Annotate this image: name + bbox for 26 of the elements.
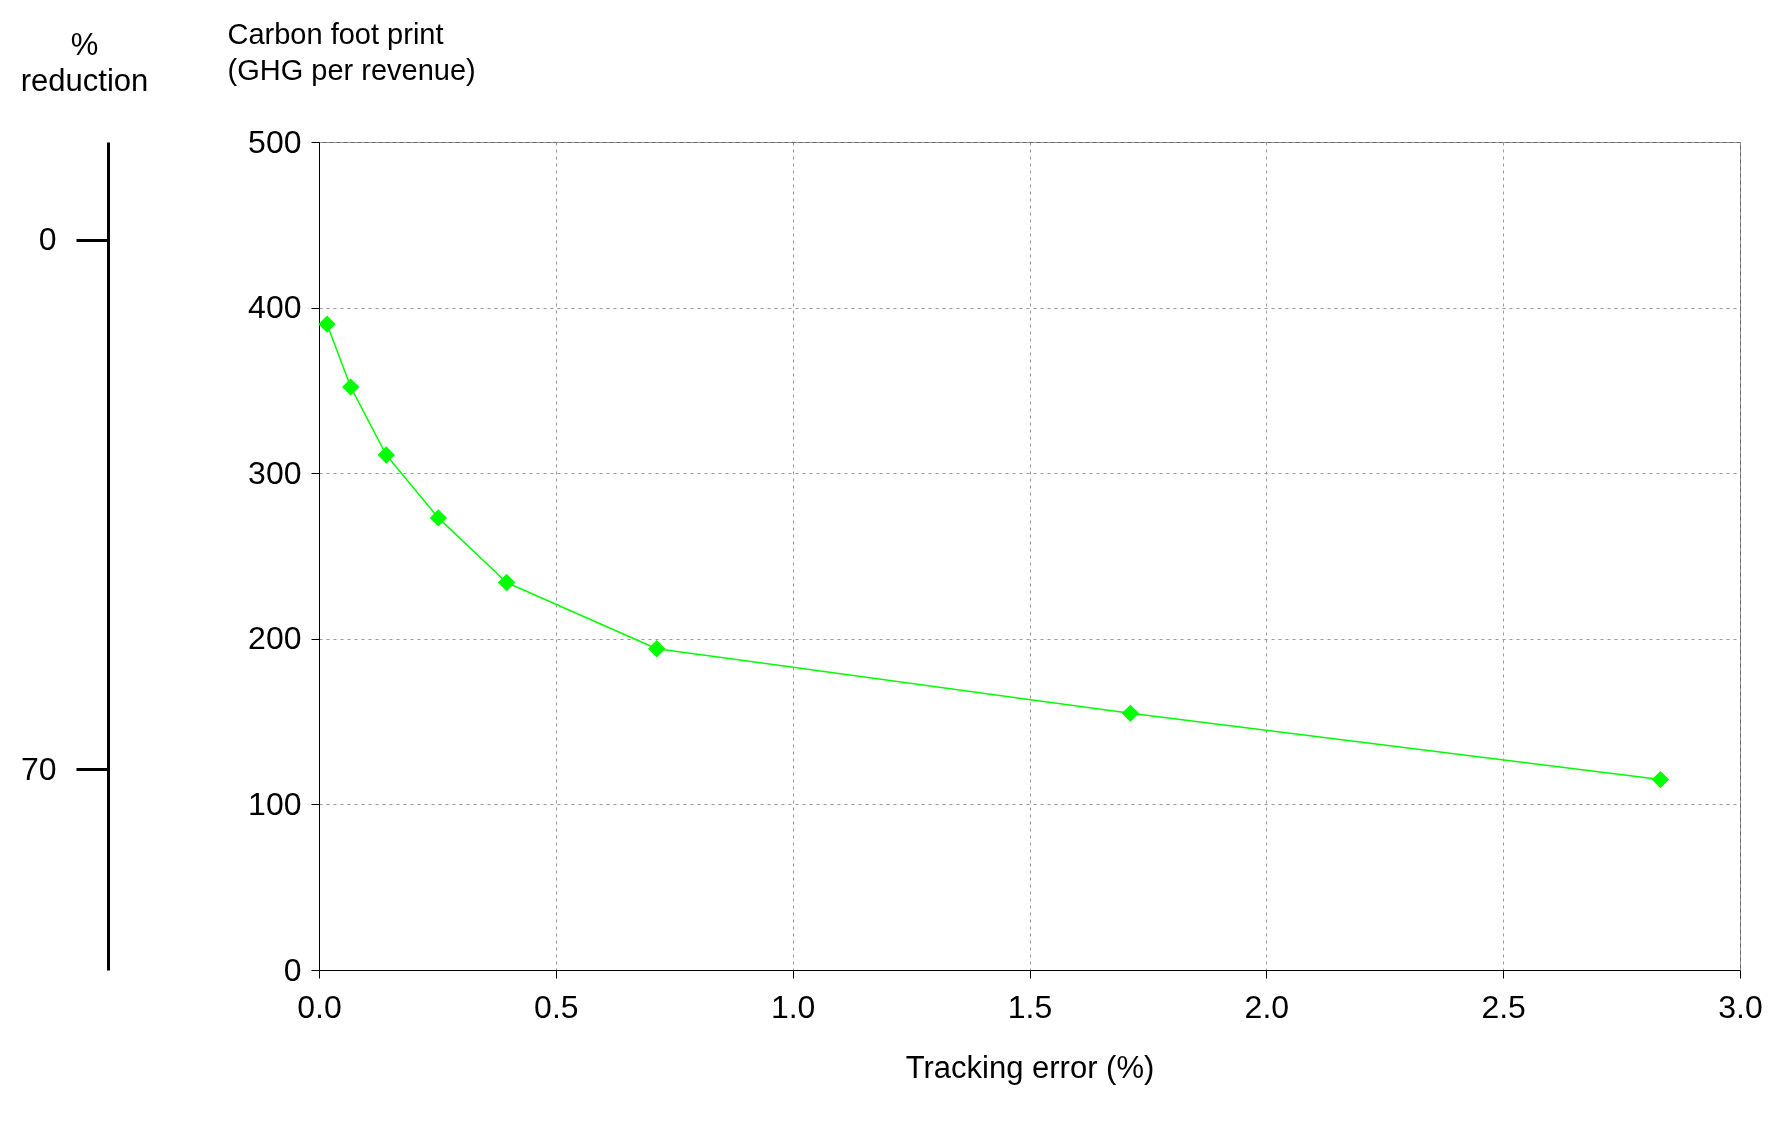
y-tick-label: 0 xyxy=(283,951,302,988)
point xyxy=(429,509,448,527)
y-tick-label: 300 xyxy=(248,454,302,491)
point xyxy=(1651,770,1670,789)
y-axis-title: Carbon foot print (GHG per revenue) xyxy=(227,17,476,86)
point xyxy=(318,315,336,333)
point xyxy=(377,446,395,464)
point xyxy=(648,640,666,658)
x-tick-label: 0.0 xyxy=(297,988,342,1025)
y2-tick-label: 0 xyxy=(38,221,57,258)
y-tick-label: 100 xyxy=(248,785,302,822)
x-tick-label: 2.0 xyxy=(1244,988,1290,1025)
y-tick-label: 200 xyxy=(248,620,302,657)
y-tick-label: 500 xyxy=(248,123,302,160)
y2-axis-title: % reduction xyxy=(20,26,149,98)
x-tick-label: 1.0 xyxy=(770,988,816,1025)
point xyxy=(342,378,360,396)
x-tick-label: 2.5 xyxy=(1481,988,1526,1025)
x-tick-label: 3.0 xyxy=(1718,988,1763,1025)
point xyxy=(1121,704,1140,722)
point xyxy=(497,573,516,592)
x-tick-label: 0.5 xyxy=(534,988,579,1025)
x-axis-title: Tracking error (%) xyxy=(905,1049,1155,1085)
y-tick-label: 400 xyxy=(248,289,302,326)
y2-tick-label: 70 xyxy=(20,750,57,787)
x-tick-label: 1.5 xyxy=(1007,988,1053,1025)
